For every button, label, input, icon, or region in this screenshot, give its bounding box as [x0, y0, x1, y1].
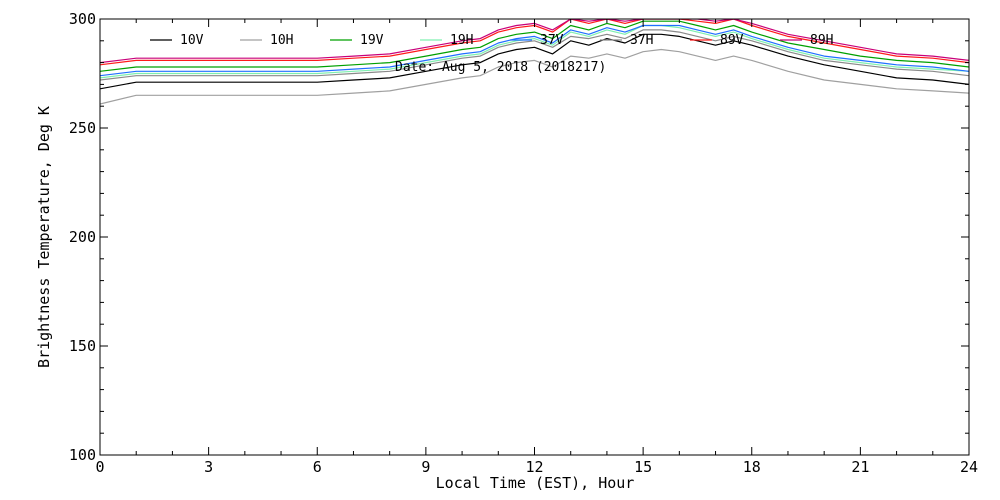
- legend-label-10v: 10V: [180, 33, 204, 48]
- series-line-37v: [100, 24, 969, 77]
- legend-label-89v: 89V: [720, 33, 744, 48]
- series-line-10h: [100, 48, 969, 105]
- x-tick-label: 24: [960, 458, 978, 476]
- series-line-37h: [100, 29, 969, 81]
- x-tick-label: 0: [95, 458, 104, 476]
- x-tick-label: 18: [743, 458, 761, 476]
- series-line-19h: [100, 24, 969, 79]
- x-axis-label: Local Time (EST), Hour: [436, 474, 635, 492]
- y-tick-label: 150: [69, 337, 96, 355]
- series-line-19v: [100, 20, 969, 72]
- legend-label-37h: 37H: [630, 33, 653, 48]
- x-tick-label: 15: [634, 458, 652, 476]
- x-tick-label: 3: [204, 458, 213, 476]
- y-tick-label: 100: [69, 446, 96, 464]
- x-tick-label: 6: [313, 458, 322, 476]
- legend-label-10h: 10H: [270, 33, 293, 48]
- legend-label-89h: 89H: [810, 33, 833, 48]
- y-tick-label: 250: [69, 119, 96, 137]
- series-line-89v: [100, 19, 969, 66]
- legend: 10V 10H 19V 19H 37V 37H 89V 89H: [150, 33, 833, 48]
- series-layer: [100, 19, 969, 105]
- y-axis-label: Brightness Temperature, Deg K: [35, 106, 53, 368]
- legend-label-19h: 19H: [450, 33, 473, 48]
- legend-label-37v: 37V: [540, 33, 564, 48]
- x-tick-label: 21: [851, 458, 869, 476]
- y-tick-label: 200: [69, 228, 96, 246]
- x-tick-label: 12: [525, 458, 543, 476]
- series-line-89h: [100, 19, 969, 64]
- date-annotation: Date: Aug 5, 2018 (2018217): [395, 60, 606, 75]
- y-tick-label: 300: [69, 10, 96, 28]
- plot-frame: [99, 18, 970, 456]
- legend-label-19v: 19V: [360, 33, 384, 48]
- ticks-layer: 0 3 6 9 12 15 18 21 24 100 150 200 250 300: [69, 10, 978, 476]
- series-line-10v: [100, 33, 969, 90]
- x-tick-label: 9: [421, 458, 430, 476]
